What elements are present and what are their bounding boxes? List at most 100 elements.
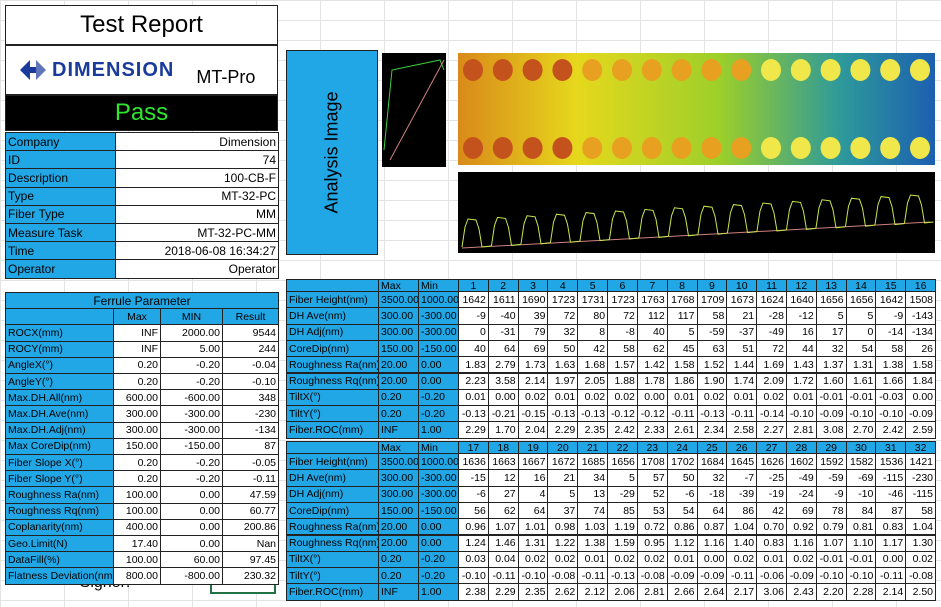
info-value: MM: [115, 204, 279, 224]
fiber-value: 80: [577, 307, 609, 325]
fiber-value: 0.86: [666, 518, 698, 536]
fiber-value: 0.01: [726, 388, 758, 407]
fiber-value: -0.09: [785, 567, 817, 585]
fiber-value: -0.13: [577, 405, 609, 423]
fiber-value: 1642: [875, 291, 907, 309]
fiber-value: 1.17: [875, 534, 907, 552]
fiber-value: 3.08: [815, 421, 847, 439]
fiber-dot: [492, 137, 513, 159]
fiber-param: DH Ave(nm): [286, 307, 379, 325]
fiber-limit: 300.00: [378, 469, 419, 487]
fiber-value: 44: [785, 339, 817, 358]
info-label: Time: [5, 241, 116, 261]
fiber-value: 0.02: [547, 550, 579, 569]
fiber-value: 1.04: [905, 518, 936, 536]
logo-text: DIMENSION: [52, 58, 175, 81]
fiber-value: -37: [726, 323, 758, 341]
fiber-value: 1709: [696, 291, 728, 309]
fiber-value: 64: [517, 501, 549, 520]
ferrule-value: INF: [113, 324, 161, 342]
fiber-value: 1667: [517, 453, 549, 471]
fiber-value: -49: [756, 323, 787, 341]
fiber-value: -0.08: [547, 567, 579, 585]
info-label: Type: [5, 186, 116, 206]
fiber-value: 1702: [666, 453, 698, 471]
fiber-value: -49: [785, 469, 817, 487]
fiber-value: 50: [666, 469, 698, 487]
fiber-value: -59: [696, 323, 728, 341]
fiber-value: 1.38: [577, 534, 609, 552]
ferrule-value: 0.00: [160, 535, 223, 553]
fiber-value: 0.70: [756, 518, 787, 536]
fiber-value: 45: [666, 339, 698, 358]
fiber-value: -0.09: [666, 567, 698, 585]
fiber-limit: -300.00: [418, 323, 459, 341]
fiber-value: 0.72: [636, 518, 668, 536]
fiber-value: -39: [726, 485, 758, 503]
fiber-param: TiltX(°): [286, 388, 379, 407]
fiber-value: 0.96: [458, 518, 489, 536]
fiber-value: 1536: [875, 453, 907, 471]
fiber-value: -46: [875, 485, 907, 503]
fiber-value: 1.70: [487, 421, 519, 439]
fiber-value: 1.10: [845, 534, 877, 552]
fiber-limit: -300.00: [418, 485, 459, 503]
fiber-limit: -0.20: [418, 405, 459, 423]
ferrule-value: -600.00: [160, 389, 223, 407]
fiber-value: 1.72: [785, 372, 817, 390]
fiber-value: 50: [547, 339, 579, 358]
ferrule-value: 0.20: [113, 470, 161, 488]
fiber-value: 1.74: [726, 372, 758, 390]
fiber-value: 72: [756, 339, 787, 358]
fiber-value: 64: [487, 339, 519, 358]
fiber-value: 0.00: [875, 550, 907, 569]
fiber-value: 0.02: [517, 388, 549, 407]
ferrule-value: -0.04: [222, 356, 279, 374]
fiber-dot: [641, 59, 662, 81]
ferrule-value: -0.20: [160, 356, 223, 374]
fiber-value: 54: [845, 339, 877, 358]
fiber-value: 69: [517, 339, 549, 358]
fiber-value: 1624: [756, 291, 787, 309]
ferrule-param: Max CoreDip(nm): [5, 437, 114, 455]
fiber-dot: [582, 59, 603, 81]
fiber-value: 112: [636, 307, 668, 325]
fiber-value: 2.20: [815, 583, 847, 601]
fiber-limit: 3500.00: [378, 453, 419, 471]
fiber-param: Roughness Rq(nm): [286, 372, 379, 390]
fiber-value: 2.38: [458, 583, 489, 601]
fiber-value: -14: [875, 323, 907, 341]
profile-thumb-curve: [383, 59, 445, 151]
fiber-value: -134: [905, 323, 936, 341]
fiber-value: 58: [607, 339, 638, 358]
fiber-dot: [880, 59, 901, 81]
fiber-value: -0.12: [636, 405, 668, 423]
fiber-value: 53: [636, 501, 668, 520]
ferrule-value: -134: [222, 421, 279, 439]
ferrule-value: -0.20: [160, 373, 223, 391]
fiber-dot: [463, 137, 483, 159]
fiber-value: 0.02: [756, 388, 787, 407]
fiber-dot: [671, 137, 692, 159]
fiber-value: 79: [517, 323, 549, 341]
fiber-value: 1.40: [726, 534, 758, 552]
ferrule-header-blank: [5, 308, 114, 326]
fiber-limit: 0.00: [418, 518, 459, 536]
fiber-value: 1642: [458, 291, 489, 309]
fiber-param: DH Adj(nm): [286, 485, 379, 503]
fiber-value: 1656: [607, 453, 638, 471]
ferrule-value: 0.00: [160, 502, 223, 520]
fiber-value: 21: [726, 307, 758, 325]
fiber-value: 5: [845, 307, 877, 325]
ferrule-title: Ferrule Parameter: [5, 292, 279, 310]
ferrule-param: Coplanarity(nm): [5, 518, 114, 536]
fiber-value: 1723: [547, 291, 579, 309]
fiber-value: 40: [458, 339, 489, 358]
fiber-value: 1684: [696, 453, 728, 471]
fiber-dot: [761, 137, 781, 159]
fiber-dot: [701, 137, 722, 159]
ferrule-value: -0.05: [222, 454, 279, 472]
fiber-value: 69: [785, 501, 817, 520]
fiber-limit: 1.00: [418, 583, 459, 601]
fiber-value: 0.00: [636, 388, 668, 407]
